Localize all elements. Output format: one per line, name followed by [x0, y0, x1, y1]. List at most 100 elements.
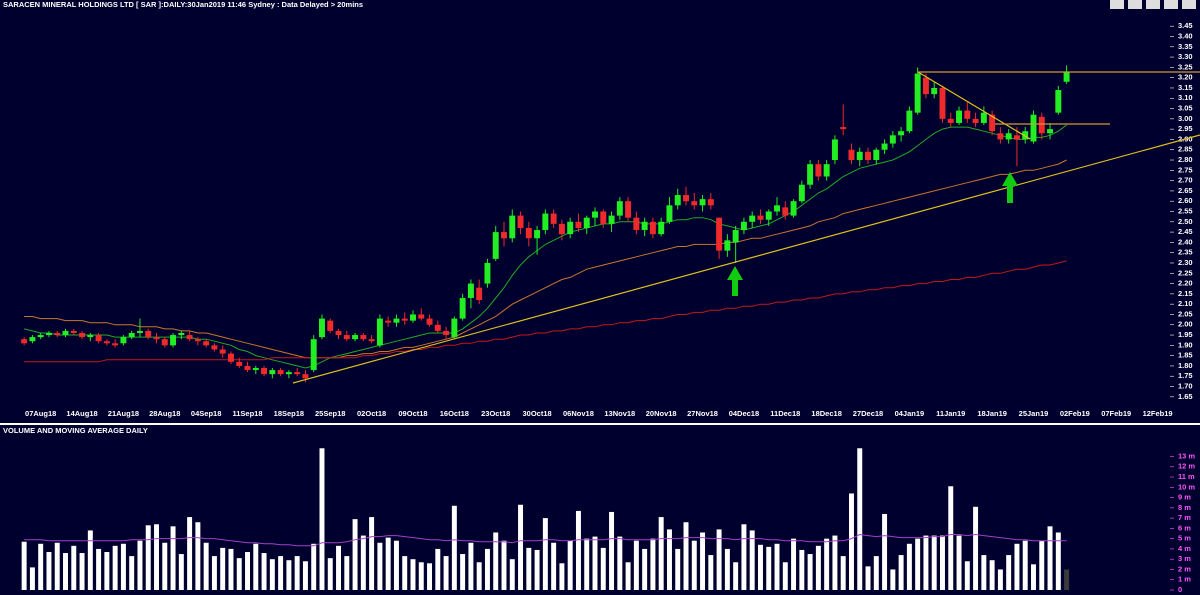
y-tick-label: 9 m: [1178, 493, 1191, 502]
volume-bar: [973, 506, 979, 590]
volume-bar: [236, 558, 242, 590]
volume-bar: [385, 537, 391, 590]
toolbar-button[interactable]: [1110, 0, 1124, 9]
volume-bar: [518, 504, 524, 590]
moving-average: [24, 260, 1067, 363]
volume-bar: [675, 548, 681, 590]
candle-body: [269, 370, 276, 375]
x-tick-label: 04Sep18: [191, 409, 221, 418]
y-tick-label: 2.35: [1178, 248, 1193, 257]
candle-body: [922, 77, 929, 95]
volume-bar: [873, 556, 879, 590]
volume-bar: [757, 544, 763, 590]
candle-body: [707, 199, 714, 206]
volume-bar: [724, 548, 730, 590]
candle-body: [70, 330, 77, 333]
volume-bar: [46, 552, 52, 590]
y-tick-label: 1.65: [1178, 392, 1193, 401]
volume-bar: [691, 540, 697, 590]
volume-bar: [815, 545, 821, 590]
candle-body: [997, 133, 1004, 140]
candle-body: [567, 221, 574, 235]
volume-bar: [923, 535, 929, 590]
toolbar[interactable]: [1110, 0, 1196, 9]
candle-body: [227, 353, 234, 362]
volume-bar: [1039, 540, 1045, 590]
x-tick-label: 21Aug18: [108, 409, 139, 418]
x-tick-label: 18Jan19: [977, 409, 1007, 418]
volume-bar: [782, 562, 788, 590]
candle-body: [542, 213, 549, 231]
y-tick-label: 7 m: [1178, 513, 1191, 522]
volume-bar: [302, 561, 308, 590]
candle-body: [608, 215, 615, 224]
volume-bar: [857, 448, 863, 590]
chart-title: SARACEN MINERAL HOLDINGS LTD [ SAR ]:DAI…: [3, 0, 363, 9]
y-tick-label: 3.05: [1178, 104, 1193, 113]
x-tick-label: 18Sep18: [274, 409, 304, 418]
candle-body: [765, 211, 772, 220]
x-tick-label: 09Oct18: [398, 409, 427, 418]
candle-body: [203, 341, 210, 346]
y-tick-label: 3.30: [1178, 52, 1193, 61]
y-tick-label: 1.70: [1178, 382, 1193, 391]
candle-body: [534, 230, 541, 239]
volume-bar: [791, 538, 797, 590]
toolbar-button[interactable]: [1164, 0, 1178, 9]
toolbar-button[interactable]: [1182, 0, 1196, 9]
y-tick-label: 13 m: [1178, 451, 1195, 460]
candle-body: [600, 211, 607, 224]
candle-body: [343, 335, 350, 340]
y-tick-label: 2.00: [1178, 320, 1193, 329]
candle-body: [335, 330, 342, 336]
toolbar-button[interactable]: [1146, 0, 1160, 9]
volume-bar: [418, 562, 424, 590]
volume-bar: [484, 548, 490, 590]
volume-bar: [609, 511, 615, 590]
volume-bar: [542, 518, 548, 590]
y-tick-label: 2.65: [1178, 186, 1193, 195]
moving-average: [24, 533, 1067, 547]
candle-body: [1055, 90, 1062, 113]
volume-bar: [220, 547, 226, 590]
volume-bar: [600, 547, 606, 590]
y-tick-label: 2 m: [1178, 564, 1191, 573]
candle-body: [575, 221, 582, 228]
candle-body: [87, 335, 94, 338]
volume-bar: [29, 567, 35, 590]
candle-body: [674, 195, 681, 206]
candle-body: [583, 217, 590, 228]
volume-bar: [369, 517, 375, 590]
y-tick-label: 2.25: [1178, 268, 1193, 277]
candle-body: [633, 217, 640, 231]
volume-bar: [377, 542, 383, 590]
candle-body: [79, 332, 86, 338]
candle-body: [732, 230, 739, 243]
volume-bar: [211, 556, 217, 590]
x-tick-label: 30Oct18: [522, 409, 551, 418]
y-tick-label: 11 m: [1178, 472, 1195, 481]
volume-bar: [402, 556, 408, 590]
volume-bar: [187, 517, 193, 590]
candle-body: [360, 335, 367, 340]
volume-bar: [468, 542, 474, 590]
volume-bar: [1031, 564, 1036, 590]
volume-bar: [650, 538, 656, 590]
volume-title: VOLUME AND MOVING AVERAGE DAILY: [3, 426, 148, 435]
candle-body: [434, 324, 441, 331]
x-tick-label: 16Oct18: [440, 409, 469, 418]
volume-bar: [683, 522, 689, 590]
toolbar-button[interactable]: [1128, 0, 1142, 9]
y-tick-label: 2.10: [1178, 299, 1193, 308]
candle-body: [873, 149, 880, 161]
y-tick-label: 2.95: [1178, 124, 1193, 133]
x-tick-label: 11Sep18: [233, 409, 263, 418]
volume-bar: [526, 547, 532, 590]
volume-bar: [145, 525, 151, 590]
volume-bar: [21, 541, 27, 590]
y-tick-label: 2.70: [1178, 176, 1193, 185]
candle-body: [285, 372, 292, 375]
x-tick-label: 02Feb19: [1060, 409, 1090, 418]
